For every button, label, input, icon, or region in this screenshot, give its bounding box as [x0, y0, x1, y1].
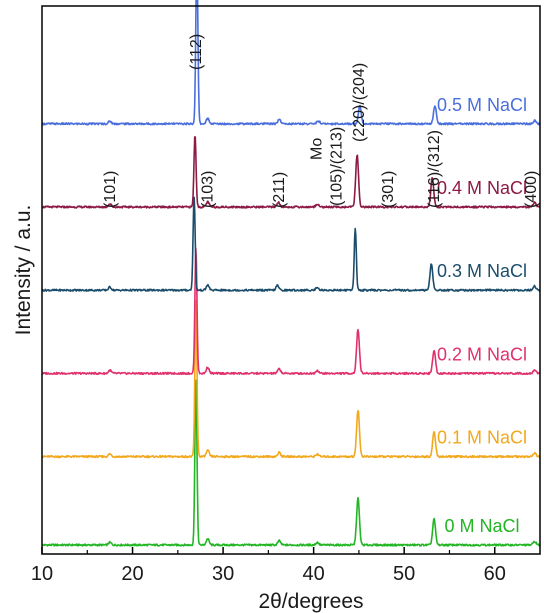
series-label-5: 0.5 M NaCl [437, 95, 527, 115]
series-label-4: 0.4 M NaCl [437, 178, 527, 198]
series-label-0: 0 M NaCl [444, 516, 519, 536]
x-axis-title: 2θ/degrees [258, 590, 363, 613]
peak-label-7: (301) [380, 171, 397, 208]
series-line-3 [41, 196, 541, 292]
x-tick-label-4: 50 [393, 563, 415, 585]
series-line-1 [41, 299, 541, 459]
peak-label-4: Mo [308, 138, 325, 160]
x-tick-label-3: 40 [303, 563, 325, 585]
peak-label-1: (112) [188, 34, 205, 70]
series-line-5 [41, 0, 541, 126]
labels-layer: 0 M NaCl 0.1 M NaCl 0.2 M NaCl 0.3 M NaCl 0.… [102, 34, 540, 536]
x-tick-label-2: 30 [212, 563, 234, 585]
peak-label-3: (211) [271, 172, 288, 208]
series-layer [41, 0, 541, 547]
peak-label-0: (101) [102, 171, 119, 208]
peak-label-9: (400) [523, 171, 540, 208]
peak-label-2: (103) [200, 171, 217, 208]
series-line-2 [41, 247, 541, 376]
x-tick-label-1: 20 [121, 563, 143, 585]
y-axis-title: Intensity / a.u. [12, 205, 35, 336]
series-label-2: 0.2 M NaCl [437, 344, 527, 364]
series-label-1: 0.1 M NaCl [437, 428, 527, 448]
ticks-layer: 10 20 30 40 50 60 [31, 547, 506, 585]
series-line-0 [41, 379, 541, 547]
x-tick-label-5: 60 [484, 563, 506, 585]
x-tick-label-0: 10 [31, 563, 53, 585]
plot-frame [41, 5, 541, 555]
peak-label-6: (220)/(204) [351, 63, 368, 142]
peak-label-5: (105)/(213) [328, 127, 345, 206]
peak-label-8: (116)/(312) [426, 130, 443, 208]
series-line-4 [41, 136, 541, 209]
series-label-3: 0.3 M NaCl [437, 261, 527, 281]
